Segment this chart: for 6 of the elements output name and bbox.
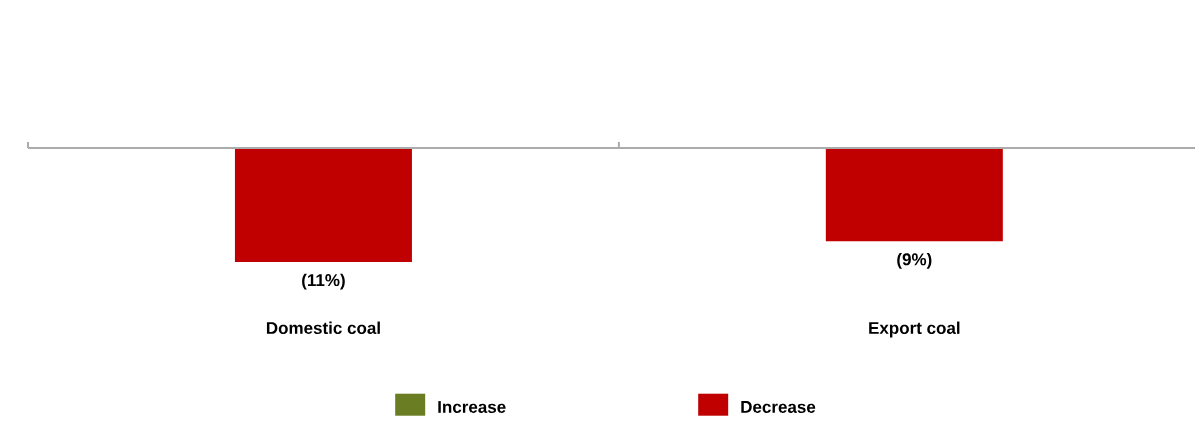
legend-label: Increase <box>438 401 506 413</box>
data-label: (9%) <box>897 252 932 269</box>
x-tick-label: Export coal <box>869 321 960 338</box>
legend-label: Decrease <box>741 401 816 413</box>
x-tick-label: Domestic coal <box>266 321 380 335</box>
data-label: (11%) <box>302 273 345 290</box>
